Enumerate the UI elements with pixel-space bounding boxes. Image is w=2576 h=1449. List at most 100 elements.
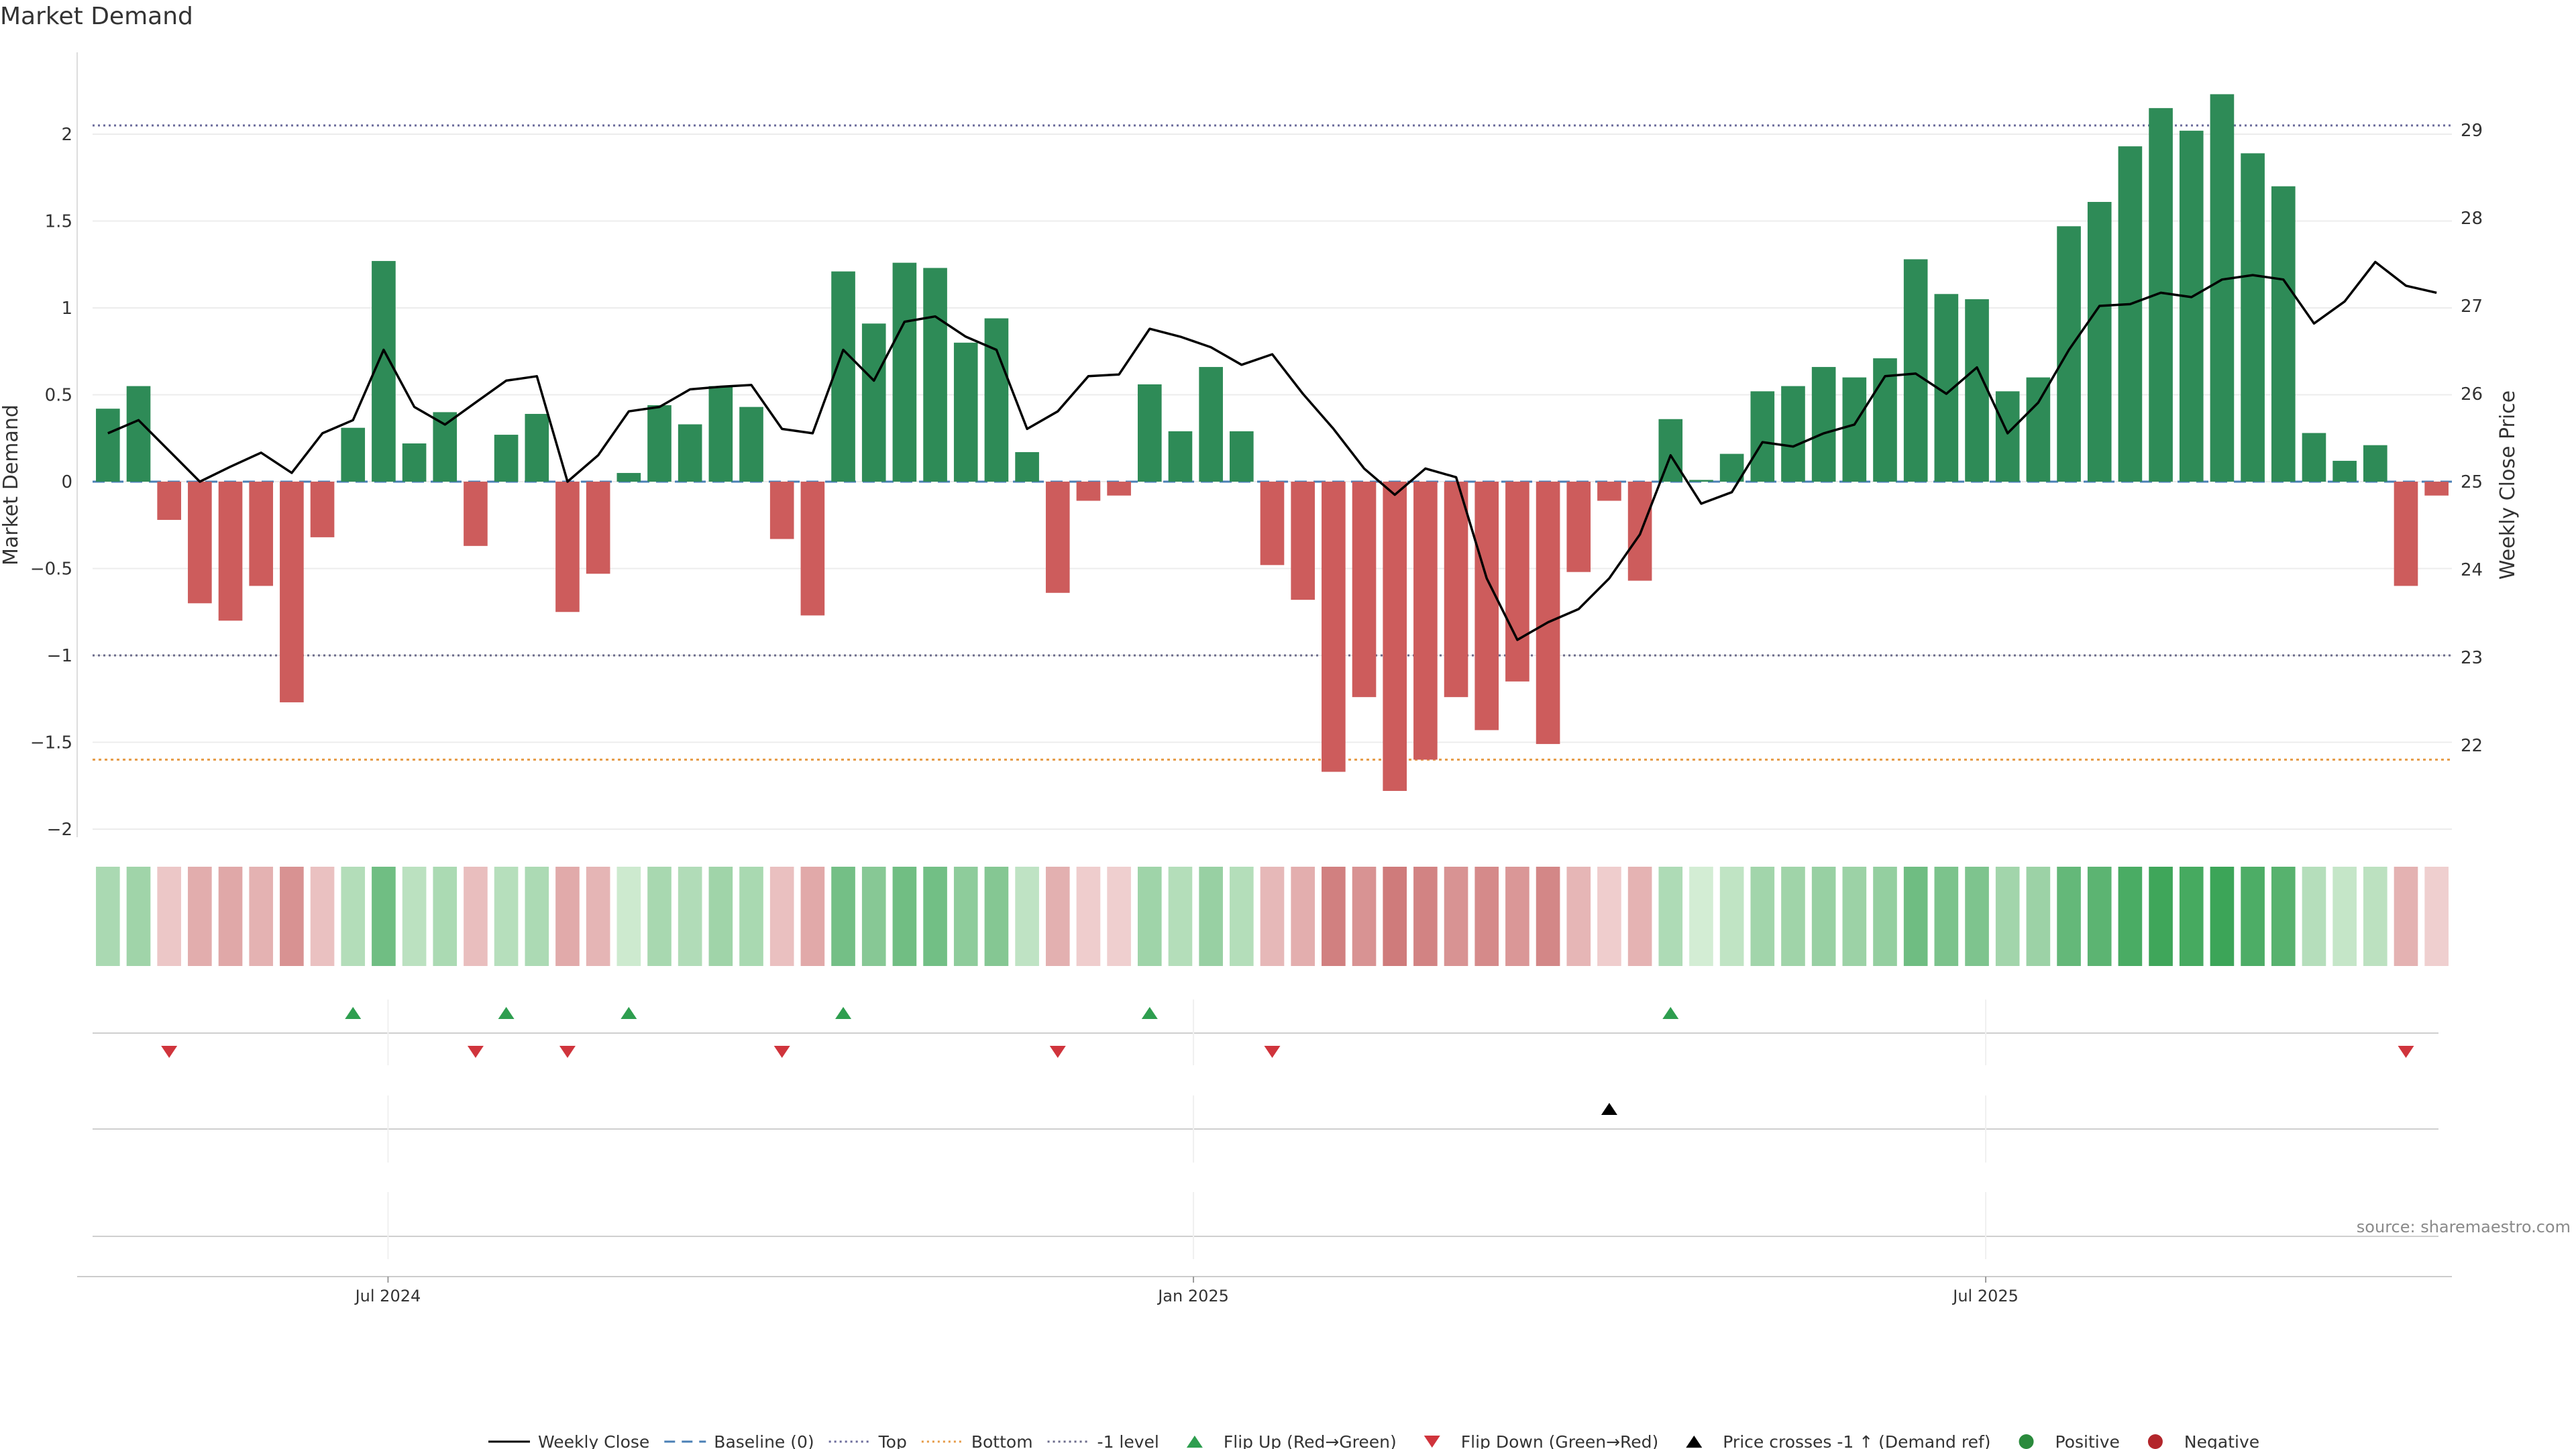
demand-bar bbox=[1781, 386, 1805, 482]
x-axis: Jul 2024 Jan 2025 Jul 2025 bbox=[77, 1276, 2452, 1305]
demand-bar bbox=[647, 405, 672, 482]
heat-cell bbox=[2302, 867, 2326, 966]
demand-bar bbox=[188, 482, 212, 604]
heat-cell bbox=[2149, 867, 2173, 966]
demand-bar bbox=[1474, 482, 1499, 731]
demand-bar bbox=[310, 482, 335, 537]
weekly-close-line bbox=[107, 260, 2437, 641]
heat-cell bbox=[555, 867, 580, 966]
flip-up-marker bbox=[621, 1007, 637, 1019]
heat-cell bbox=[1352, 867, 1377, 966]
heat-cell bbox=[1811, 867, 1836, 966]
heat-cell bbox=[892, 867, 917, 966]
legend-label: -1 level bbox=[1097, 1432, 1159, 1449]
flip-down-marker bbox=[161, 1046, 178, 1058]
demand-bar bbox=[1045, 482, 1070, 593]
demand-bar bbox=[1413, 482, 1438, 760]
demand-bar bbox=[96, 409, 120, 482]
heat-cell bbox=[157, 867, 182, 966]
x-tick-label: Jul 2024 bbox=[354, 1287, 421, 1305]
heat-cell bbox=[1750, 867, 1775, 966]
legend-item: Flip Down (Green→Red) bbox=[1424, 1432, 1659, 1449]
weekly-close-path bbox=[107, 260, 2437, 641]
heat-cell bbox=[2026, 867, 2051, 966]
heat-cell bbox=[2087, 867, 2112, 966]
heat-cell bbox=[126, 867, 151, 966]
heat-cell bbox=[1322, 867, 1346, 966]
heat-cell bbox=[678, 867, 702, 966]
x-tick-label: Jul 2025 bbox=[1951, 1287, 2019, 1305]
demand-bar bbox=[923, 268, 947, 482]
heat-cell bbox=[341, 867, 366, 966]
demand-bar bbox=[2302, 433, 2326, 482]
demand-bar bbox=[249, 482, 274, 586]
demand-bar bbox=[157, 482, 182, 520]
demand-bar bbox=[2271, 186, 2296, 482]
y2-tick-label: 29 bbox=[2461, 121, 2483, 141]
demand-bar bbox=[2363, 445, 2387, 482]
demand-bar bbox=[1965, 299, 1989, 482]
demand-bar bbox=[1536, 482, 1560, 745]
demand-bar bbox=[494, 435, 519, 482]
heat-cell bbox=[1383, 867, 1407, 966]
demand-bar bbox=[708, 386, 733, 482]
demand-bar bbox=[1505, 482, 1529, 682]
heat-cell bbox=[1719, 867, 1744, 966]
heat-cell bbox=[2241, 867, 2265, 966]
y-tick-label: 1 bbox=[61, 299, 72, 319]
demand-bar bbox=[1291, 482, 1315, 600]
heat-cell bbox=[249, 867, 274, 966]
heat-cell bbox=[1842, 867, 1867, 966]
legend-item: Weekly Close bbox=[488, 1432, 649, 1449]
heat-cell bbox=[372, 867, 396, 966]
flip-down-marker bbox=[559, 1046, 576, 1058]
demand-bar bbox=[616, 473, 641, 482]
demand-bar bbox=[1658, 419, 1683, 482]
legend-label: Price crosses -1 ↑ (Demand ref) bbox=[1723, 1432, 1990, 1449]
heat-cell bbox=[1413, 867, 1438, 966]
demand-bar bbox=[953, 342, 978, 482]
legend-item: Flip Up (Red→Green) bbox=[1186, 1432, 1397, 1449]
y-tick-label: 0.5 bbox=[45, 386, 72, 406]
y2-tick-label: 26 bbox=[2461, 384, 2483, 405]
legend-swatch-triangle-up bbox=[1186, 1436, 1203, 1448]
heat-cell bbox=[1076, 867, 1101, 966]
y-tick-label: −2 bbox=[47, 820, 72, 840]
heat-cell bbox=[831, 867, 855, 966]
flip-down-marker bbox=[1049, 1046, 1066, 1058]
flip-up-marker bbox=[1141, 1007, 1158, 1019]
demand-bar bbox=[1750, 391, 1775, 482]
demand-bar bbox=[1015, 451, 1039, 482]
flip-down-marker bbox=[1264, 1046, 1281, 1058]
legend-label: Positive bbox=[2055, 1432, 2120, 1449]
demand-bar bbox=[341, 427, 366, 482]
demand-bar bbox=[1322, 482, 1346, 772]
flip-down-marker bbox=[773, 1046, 790, 1058]
source-credit: source: sharemaestro.com bbox=[2356, 1218, 2571, 1236]
demand-bar bbox=[739, 407, 763, 482]
y2-tick-label: 24 bbox=[2461, 560, 2483, 580]
demand-bar bbox=[402, 443, 427, 482]
heat-cell bbox=[953, 867, 978, 966]
demand-bar bbox=[1199, 367, 1223, 482]
demand-bar bbox=[433, 412, 458, 482]
demand-bar bbox=[1689, 480, 1713, 482]
demand-bar bbox=[1352, 482, 1377, 698]
heat-cell bbox=[861, 867, 886, 966]
heat-cell bbox=[1903, 867, 1928, 966]
heat-cell bbox=[1566, 867, 1591, 966]
flip-up-marker bbox=[345, 1007, 362, 1019]
heat-cell bbox=[1291, 867, 1315, 966]
heat-cell bbox=[188, 867, 212, 966]
demand-bar bbox=[2332, 460, 2357, 482]
demand-bar bbox=[1566, 482, 1591, 572]
heat-cell bbox=[1627, 867, 1652, 966]
demand-bar bbox=[892, 262, 917, 482]
heat-cell bbox=[433, 867, 458, 966]
legend-label: Flip Down (Green→Red) bbox=[1461, 1432, 1659, 1449]
demand-bar bbox=[1597, 482, 1621, 501]
demand-bar bbox=[1260, 482, 1285, 566]
demand-bar bbox=[2057, 226, 2081, 482]
heat-cell bbox=[739, 867, 763, 966]
